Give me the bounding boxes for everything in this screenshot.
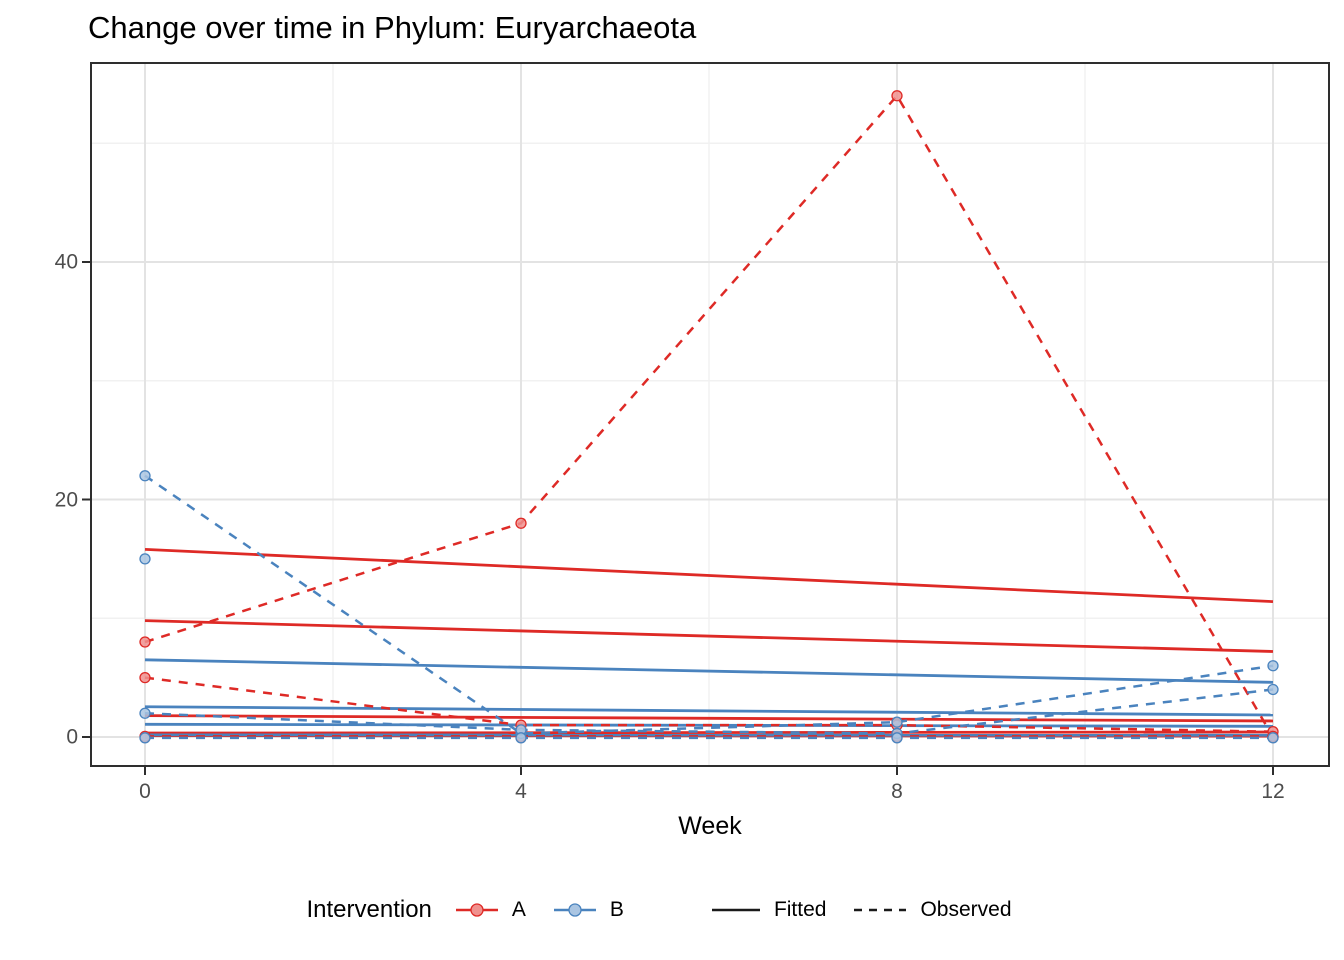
legend-key-observed-icon bbox=[854, 908, 907, 912]
point-glyph bbox=[568, 903, 582, 917]
legend-item-intervention-b: B bbox=[552, 897, 624, 923]
legend-item-label: Observed bbox=[920, 898, 1012, 921]
data-point-marker bbox=[139, 707, 151, 719]
data-point-marker bbox=[139, 553, 151, 565]
x-axis-title: Week bbox=[678, 812, 742, 840]
y-tick-label: 0 bbox=[66, 725, 78, 749]
legend-item-fitted: Fitted bbox=[710, 897, 827, 923]
point-glyph bbox=[470, 903, 484, 917]
legend-key-fitted-icon bbox=[711, 908, 760, 912]
series-line-fitted bbox=[144, 619, 1274, 653]
series-line-observed bbox=[144, 474, 1274, 735]
series-line-observed bbox=[144, 688, 1274, 735]
data-point-marker bbox=[139, 470, 151, 482]
series-line-fitted bbox=[144, 714, 1274, 723]
data-point-marker bbox=[515, 517, 527, 529]
data-point-marker bbox=[139, 636, 151, 648]
data-point-marker bbox=[891, 716, 903, 728]
series-line-fitted bbox=[144, 658, 1274, 684]
series-line-observed bbox=[144, 676, 1274, 733]
data-point-marker bbox=[139, 671, 151, 684]
series-line-fitted bbox=[144, 705, 1274, 717]
plot-area bbox=[90, 62, 1330, 767]
chart-title: Change over time in Phylum: Euryarchaeot… bbox=[88, 10, 697, 45]
panel-border bbox=[90, 62, 1330, 767]
x-tick-label: 12 bbox=[1261, 780, 1285, 803]
legend-item-intervention-a: A bbox=[454, 897, 526, 923]
x-tick-label: 8 bbox=[891, 780, 903, 803]
data-point-marker bbox=[1267, 732, 1279, 744]
data-point-marker bbox=[891, 732, 903, 744]
legend-key-a-icon bbox=[455, 903, 498, 917]
data-point-marker bbox=[1267, 660, 1279, 672]
data-point-marker bbox=[891, 90, 903, 102]
plot-panel bbox=[90, 62, 1330, 767]
legend-item-label: Fitted bbox=[773, 898, 827, 921]
series-line-fitted bbox=[144, 547, 1274, 604]
legend-item-label: B bbox=[609, 898, 624, 921]
data-point-marker bbox=[139, 732, 151, 744]
data-point-marker bbox=[515, 732, 527, 744]
legend-title: Intervention bbox=[306, 896, 432, 923]
x-tick-label: 0 bbox=[139, 780, 151, 803]
x-tick-label: 4 bbox=[515, 780, 527, 803]
legend-key-b-icon bbox=[553, 903, 596, 917]
legend: Intervention A B Fitted Observed bbox=[0, 888, 1344, 932]
legend-item-label: A bbox=[511, 898, 526, 921]
y-tick-label: 20 bbox=[54, 488, 78, 511]
y-tick-label: 40 bbox=[54, 250, 78, 274]
legend-item-observed: Observed bbox=[852, 897, 1012, 923]
data-point-marker bbox=[1267, 683, 1279, 696]
